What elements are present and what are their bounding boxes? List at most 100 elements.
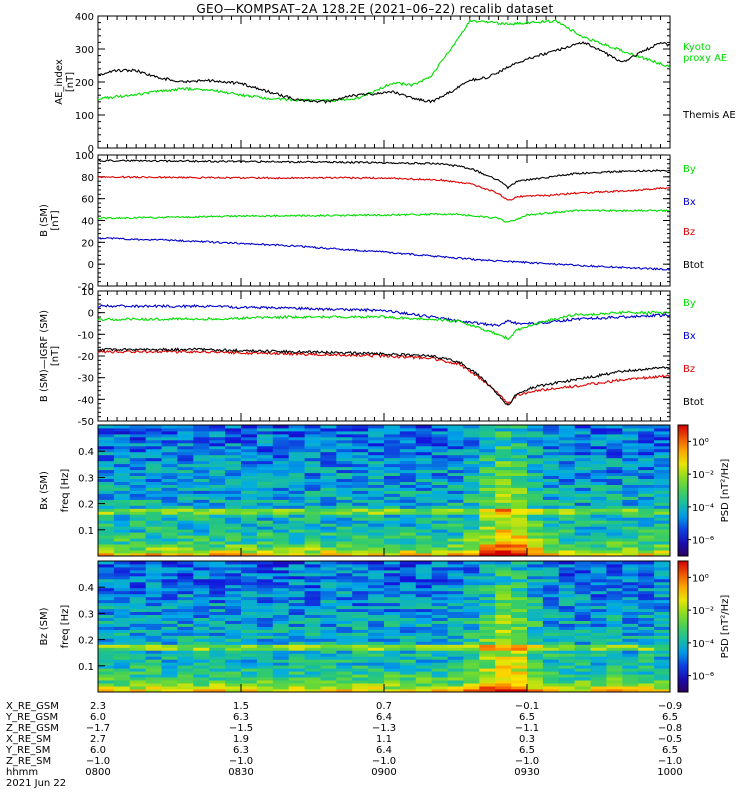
spectrogram-cell xyxy=(415,569,433,574)
spectrogram-cell xyxy=(193,544,210,548)
spectrogram-cell xyxy=(368,431,385,435)
spectrogram-cell xyxy=(241,680,258,684)
spectrogram-cell xyxy=(209,428,226,432)
spectrogram-cell xyxy=(145,644,162,648)
spectrogram-cell xyxy=(256,496,274,500)
spectrogram-cell xyxy=(590,496,607,500)
spectrogram-cell xyxy=(542,674,560,678)
spectrogram-cell xyxy=(145,668,162,672)
spectrogram-cell xyxy=(638,520,655,524)
spectrogram-cell xyxy=(336,569,353,574)
spectrogram-cell xyxy=(399,608,417,612)
spectrogram-cell xyxy=(193,653,210,657)
spectrogram-cell xyxy=(415,668,433,672)
spectrogram-cell xyxy=(288,686,305,690)
spectrogram-cell xyxy=(495,644,512,648)
spectrogram-cell xyxy=(352,572,369,577)
spectrogram-cell xyxy=(288,626,305,630)
spectrogram-cell xyxy=(574,635,591,639)
spectrogram-cell xyxy=(320,626,337,630)
spectrogram-cell xyxy=(225,584,242,589)
ephemeris-value: 6.0 xyxy=(90,712,106,723)
spectrogram-cell xyxy=(479,635,496,639)
spectrogram-cell xyxy=(145,635,162,639)
spectrogram-cell xyxy=(447,454,464,459)
spectrogram-cell xyxy=(574,428,591,432)
spectrogram-cell xyxy=(384,584,401,589)
spectrogram-cell xyxy=(272,466,290,471)
spectrogram-cell xyxy=(447,442,464,447)
spectrogram-cell xyxy=(622,659,639,663)
spectrogram-cell xyxy=(495,629,512,633)
spectrogram-cell xyxy=(542,454,560,459)
spectrogram-cell xyxy=(511,614,528,618)
spectrogram-cell xyxy=(288,590,305,595)
spectrogram-cell xyxy=(511,638,528,642)
spectrogram-cell xyxy=(542,686,560,690)
spectrogram-cell xyxy=(479,439,496,444)
spectrogram-cell xyxy=(129,466,147,471)
spectrogram-cell xyxy=(272,599,290,604)
spectrogram-cell xyxy=(177,686,194,690)
spectrogram-cell xyxy=(129,469,147,474)
spectrogram-cell xyxy=(209,686,226,690)
spectrogram-cell xyxy=(256,508,274,512)
spectrogram-cell xyxy=(352,529,369,533)
spectrogram-cell xyxy=(447,611,464,615)
spectrogram-cell xyxy=(225,686,242,690)
spectrogram-cell xyxy=(399,454,417,459)
spectrogram-cell xyxy=(320,511,337,515)
spectrogram-cell xyxy=(129,635,147,639)
spectrogram-cell xyxy=(574,529,591,533)
spectrogram-cell xyxy=(622,442,639,447)
spectrogram-cell xyxy=(542,481,560,485)
spectrogram-cell xyxy=(606,433,623,438)
spectrogram-cell xyxy=(447,620,464,624)
spectrogram-cell xyxy=(272,532,290,536)
spectrogram-cell xyxy=(558,526,576,530)
colorbar-tick-label: 10⁰ xyxy=(692,573,709,584)
spectrogram-cell xyxy=(177,647,194,651)
spectrogram-cell xyxy=(384,478,401,482)
spectrogram-cell xyxy=(288,674,305,678)
spectrogram-cell xyxy=(431,683,448,687)
spectrogram-cell xyxy=(145,535,162,539)
spectrogram-cell xyxy=(256,481,274,485)
ephemeris-value: 6.4 xyxy=(376,745,392,756)
spectrogram-cell xyxy=(638,686,655,690)
spectrogram-cell xyxy=(542,561,560,565)
series-line-kyoto-proxy-ae xyxy=(97,18,671,103)
spectrogram-cell xyxy=(622,635,639,639)
spectrogram-cell xyxy=(241,614,258,618)
spectrogram-cell xyxy=(574,502,591,506)
spectrogram-cell xyxy=(606,587,623,592)
spectrogram-cell xyxy=(574,523,591,527)
spectrogram-cell xyxy=(399,487,417,491)
spectrogram-cell xyxy=(241,502,258,506)
spectrogram-cell xyxy=(336,644,353,648)
spectrogram-cell xyxy=(193,499,210,503)
spectrogram-cell xyxy=(368,689,385,693)
spectrogram-cell xyxy=(606,526,623,530)
spectrogram-cell xyxy=(463,614,480,618)
spectrogram-cell xyxy=(304,564,321,568)
spectrogram-cell xyxy=(463,550,480,554)
spectrogram-cell xyxy=(527,433,544,438)
spectrogram-cell xyxy=(654,593,671,598)
spectrogram-cell xyxy=(511,538,528,542)
spectrogram-cell xyxy=(638,611,655,615)
spectrogram-cell xyxy=(161,514,178,518)
spectrogram-cell xyxy=(98,623,115,627)
spectrogram-cell xyxy=(558,674,576,678)
spectrogram-cell xyxy=(225,674,242,678)
ephemeris-value: −1.0 xyxy=(515,756,539,767)
spectrogram-cell xyxy=(225,439,242,444)
spectrogram-cell xyxy=(225,511,242,515)
spectrogram-cell xyxy=(288,662,305,666)
spectrogram-cell xyxy=(368,561,385,565)
spectrogram-cell xyxy=(256,544,274,548)
spectrogram-cell xyxy=(558,478,576,482)
spectrogram-cell xyxy=(272,626,290,630)
spectrogram-cell xyxy=(368,481,385,485)
spectrogram-cell xyxy=(447,439,464,444)
